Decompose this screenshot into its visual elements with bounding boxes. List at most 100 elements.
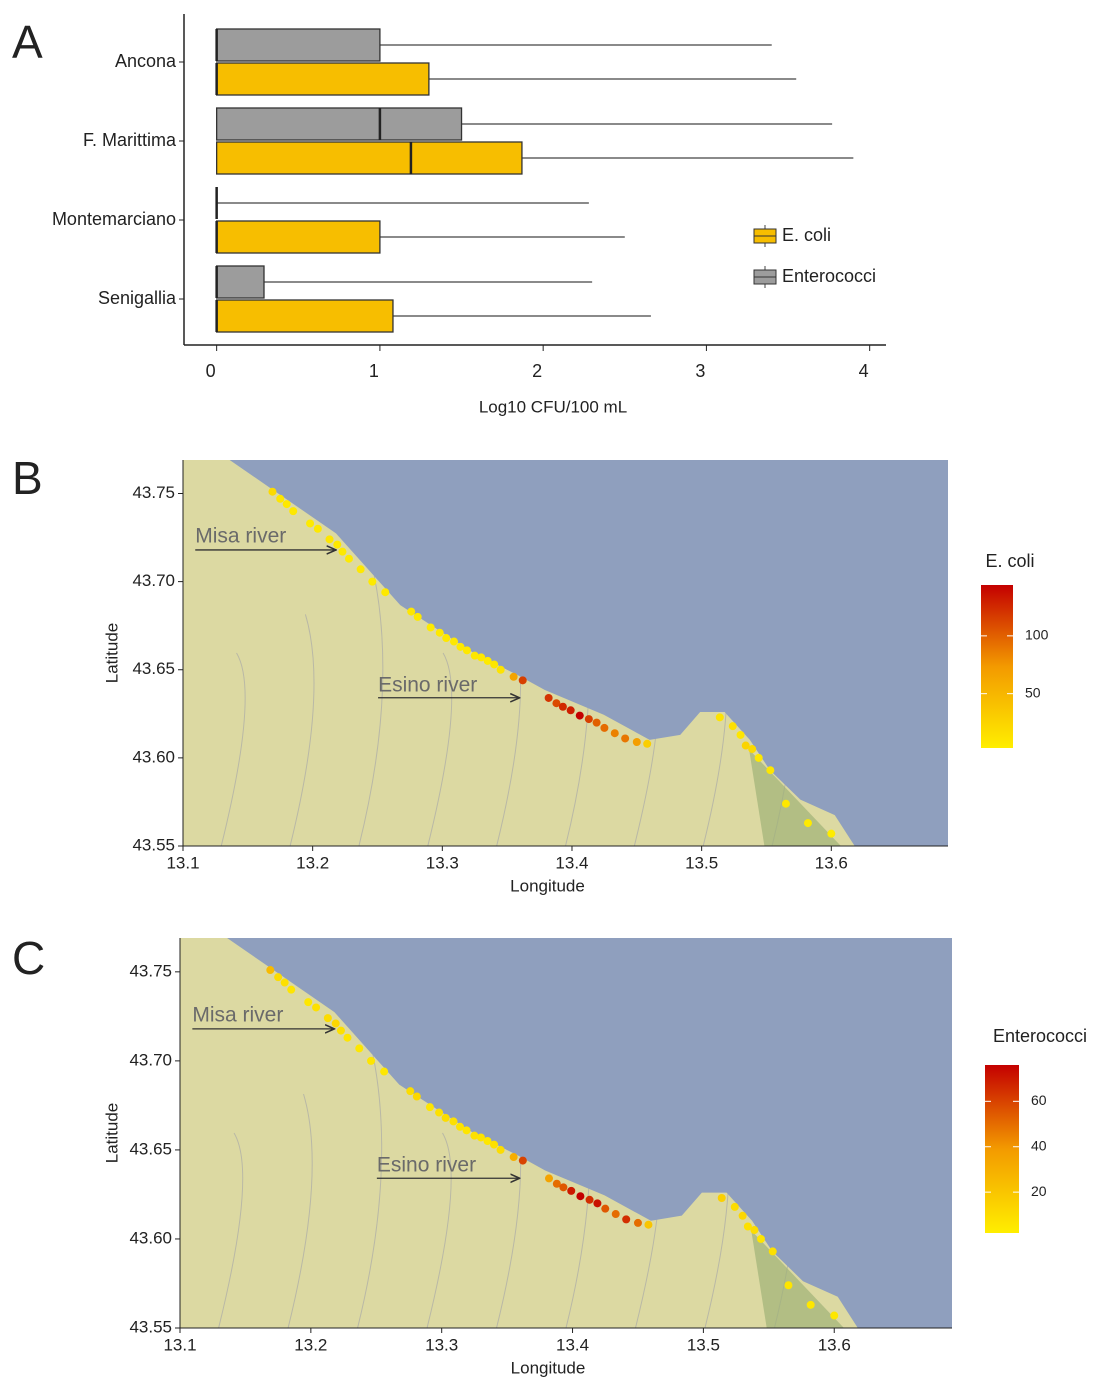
annotation: Esino river [377, 1154, 476, 1177]
x-tick-label: 13.3 [426, 853, 459, 872]
point [643, 740, 651, 748]
colorbar-title: Enterococci [993, 1026, 1087, 1046]
point [585, 715, 593, 723]
point [326, 535, 334, 543]
y-tick-label: 43.60 [132, 747, 175, 766]
point [545, 694, 553, 702]
x-axis-title: Longitude [510, 876, 585, 895]
point [266, 966, 274, 974]
point [611, 729, 619, 737]
point [289, 507, 297, 515]
point [490, 1141, 498, 1149]
colorbar-title: E. coli [985, 551, 1034, 571]
point [559, 1183, 567, 1191]
point [406, 1087, 414, 1095]
point [357, 565, 365, 573]
colorbar [981, 585, 1013, 748]
point [634, 1219, 642, 1227]
point [306, 519, 314, 527]
x-tick-label: 0 [206, 361, 216, 381]
point [268, 488, 276, 496]
point [355, 1044, 363, 1052]
point [436, 629, 444, 637]
point [807, 1301, 815, 1309]
box [217, 266, 264, 298]
x-tick-label: 1 [369, 361, 379, 381]
x-tick-label: 2 [532, 361, 542, 381]
point [287, 986, 295, 994]
point [612, 1210, 620, 1218]
point [830, 1312, 838, 1320]
x-tick-label: 13.2 [294, 1335, 327, 1354]
box [217, 63, 429, 95]
colorbar-tick-label: 40 [1031, 1137, 1047, 1153]
x-tick-label: 13.4 [555, 853, 588, 872]
point [804, 819, 812, 827]
point [281, 979, 289, 987]
point [510, 673, 518, 681]
x-tick-label: 13.1 [166, 853, 199, 872]
point [593, 719, 601, 727]
figure: A01234Log10 CFU/100 mLAnconaF. Marittima… [0, 0, 1099, 1381]
y-tick-label: 43.60 [129, 1228, 172, 1247]
panel-label: C [12, 932, 45, 984]
point [463, 646, 471, 654]
panel-label: B [12, 452, 43, 504]
point [633, 738, 641, 746]
point [716, 713, 724, 721]
y-axis-title: Latitude [102, 623, 121, 684]
point [731, 1203, 739, 1211]
point [545, 1174, 553, 1182]
x-tick-label: 13.5 [687, 1335, 720, 1354]
point [600, 724, 608, 732]
point [576, 712, 584, 720]
box [217, 142, 522, 174]
point [586, 1196, 594, 1204]
y-tick-label: 43.65 [129, 1139, 172, 1158]
point [718, 1194, 726, 1202]
y-tick-label: 43.75 [129, 961, 172, 980]
point [345, 555, 353, 563]
colorbar [985, 1065, 1019, 1233]
point [343, 1034, 351, 1042]
point [567, 706, 575, 714]
x-tick-label: 13.4 [556, 1335, 589, 1354]
point [338, 548, 346, 556]
point [519, 1157, 527, 1165]
point [729, 722, 737, 730]
point [510, 1153, 518, 1161]
point [750, 1226, 758, 1234]
point [324, 1014, 332, 1022]
point [381, 588, 389, 596]
point [737, 731, 745, 739]
point [304, 998, 312, 1006]
annotation: Misa river [192, 1004, 283, 1027]
point [337, 1027, 345, 1035]
point [601, 1205, 609, 1213]
annotation: Esino river [378, 673, 477, 696]
point [576, 1192, 584, 1200]
x-tick-label: 13.6 [815, 853, 848, 872]
point [644, 1221, 652, 1229]
colorbar-tick-label: 20 [1031, 1183, 1047, 1199]
x-tick-label: 13.2 [296, 853, 329, 872]
point [442, 634, 450, 642]
y-tick-label: F. Marittima [83, 130, 177, 150]
y-tick-label: 43.75 [132, 483, 175, 502]
point [621, 734, 629, 742]
point [782, 800, 790, 808]
point [757, 1235, 765, 1243]
point [784, 1281, 792, 1289]
point [274, 973, 282, 981]
y-tick-label: 43.55 [132, 835, 175, 854]
point [332, 1019, 340, 1027]
point [769, 1247, 777, 1255]
point [414, 613, 422, 621]
x-axis-title: Log10 CFU/100 mL [479, 397, 627, 416]
annotation: Misa river [195, 525, 286, 548]
point [463, 1126, 471, 1134]
point [413, 1092, 421, 1100]
point [450, 638, 458, 646]
point [449, 1117, 457, 1125]
point [593, 1199, 601, 1207]
